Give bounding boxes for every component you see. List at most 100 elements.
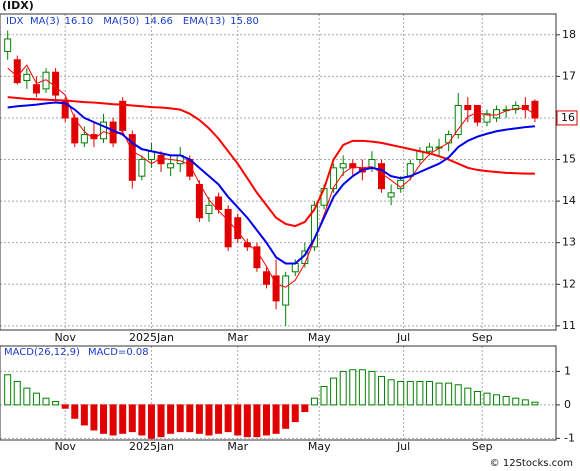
candle-body: [234, 217, 242, 240]
candle-body: [272, 275, 280, 302]
candle-body: [291, 262, 299, 273]
x-tick-label: 2025Jan: [129, 440, 174, 453]
candle-body: [512, 104, 520, 111]
last-price-box: [556, 110, 578, 126]
panel-title: MACD(26,12,9): [4, 347, 80, 358]
candle-body: [32, 84, 40, 94]
last-price-label: 16: [561, 111, 575, 124]
macd-bar: [195, 404, 203, 434]
macd-bar: [425, 380, 433, 406]
candle-body: [52, 71, 60, 96]
legend-value: 15.80: [230, 16, 259, 27]
x-tick-label: Sep: [472, 440, 493, 453]
macd-bar: [483, 392, 491, 406]
macd-bar: [109, 404, 117, 436]
legend-value: 14.66: [144, 16, 173, 27]
macd-bar: [4, 374, 12, 406]
legend-value: 16.10: [65, 16, 94, 27]
macd-bar: [71, 404, 79, 419]
candle-body: [109, 121, 117, 144]
x-tick-label: Jul: [396, 440, 410, 453]
ma-line: [7, 64, 536, 288]
candle-body: [378, 163, 386, 190]
macd-bar: [454, 384, 462, 406]
macd-bar: [521, 399, 529, 406]
candle-body: [262, 271, 270, 285]
legend-name: MA(50): [103, 16, 139, 27]
candle-body: [138, 159, 146, 177]
macd-bar: [42, 397, 50, 406]
candle-body: [195, 183, 203, 219]
macd-bar: [61, 404, 69, 409]
candle-body: [531, 100, 539, 119]
macd-bar: [473, 390, 481, 406]
y-tick-label: 17: [562, 69, 576, 82]
y-tick-label: 1: [564, 364, 571, 377]
y-tick-label: 18: [562, 28, 576, 41]
candle-body: [330, 167, 338, 190]
y-tick-label: 12: [562, 277, 576, 290]
macd-bar: [176, 404, 184, 433]
x-tick-label: 2025Jan: [129, 331, 174, 344]
y-tick-label: 14: [562, 194, 576, 207]
candle-body: [4, 38, 12, 52]
macd-bar: [493, 394, 501, 406]
legend-value: 0.08: [126, 347, 148, 358]
macd-bar: [52, 401, 60, 406]
candle-body: [100, 121, 108, 140]
macd-bar: [531, 401, 539, 406]
candle-body: [119, 100, 127, 131]
candle-body: [224, 208, 232, 248]
macd-bar: [349, 369, 357, 406]
macd-bar: [320, 385, 328, 406]
macd-bar: [464, 387, 472, 406]
macd-bar: [397, 380, 405, 406]
x-tick-label: Nov: [54, 331, 76, 344]
legend-name: EMA(13): [183, 16, 225, 27]
macd-bar: [445, 382, 453, 406]
macd-bar: [368, 370, 376, 406]
macd-bar: [358, 369, 366, 406]
macd-bar: [330, 377, 338, 406]
macd-bar: [234, 404, 242, 436]
candle-body: [387, 192, 395, 198]
macd-bar: [119, 404, 127, 434]
macd-bar: [435, 382, 443, 406]
candle-body: [454, 104, 462, 136]
macd-bar: [90, 404, 98, 431]
x-tick-label: Jul: [396, 331, 410, 344]
macd-bar: [310, 397, 318, 406]
chart-title: (IDX): [2, 0, 34, 12]
x-tick-label: Mar: [227, 331, 248, 344]
macd-bar: [282, 404, 290, 429]
candle-body: [339, 163, 347, 169]
macd-bar: [13, 380, 21, 406]
macd-bar: [378, 375, 386, 406]
legend-name: MACD=: [88, 347, 126, 358]
macd-bar: [80, 404, 88, 426]
macd-bar: [186, 404, 194, 433]
y-tick-label: 11: [562, 319, 576, 332]
macd-bar: [32, 392, 40, 406]
macd-bar: [167, 404, 175, 434]
candle-body: [205, 204, 213, 215]
candle-body: [349, 163, 357, 169]
x-tick-label: Sep: [472, 331, 493, 344]
y-tick-label: 0: [564, 398, 571, 411]
candle-body: [13, 59, 21, 84]
candle-body: [425, 146, 433, 152]
x-tick-label: May: [308, 331, 331, 344]
macd-bar: [291, 404, 299, 423]
macd-bar: [416, 380, 424, 406]
candle-body: [310, 204, 318, 248]
macd-bar: [301, 404, 309, 413]
macd-bar: [406, 380, 414, 406]
macd-bar: [215, 404, 223, 434]
candle-body: [445, 134, 453, 144]
candle-body: [282, 275, 290, 306]
macd-bar: [502, 396, 510, 406]
macd-bar: [272, 404, 280, 434]
macd-bar: [138, 404, 146, 436]
